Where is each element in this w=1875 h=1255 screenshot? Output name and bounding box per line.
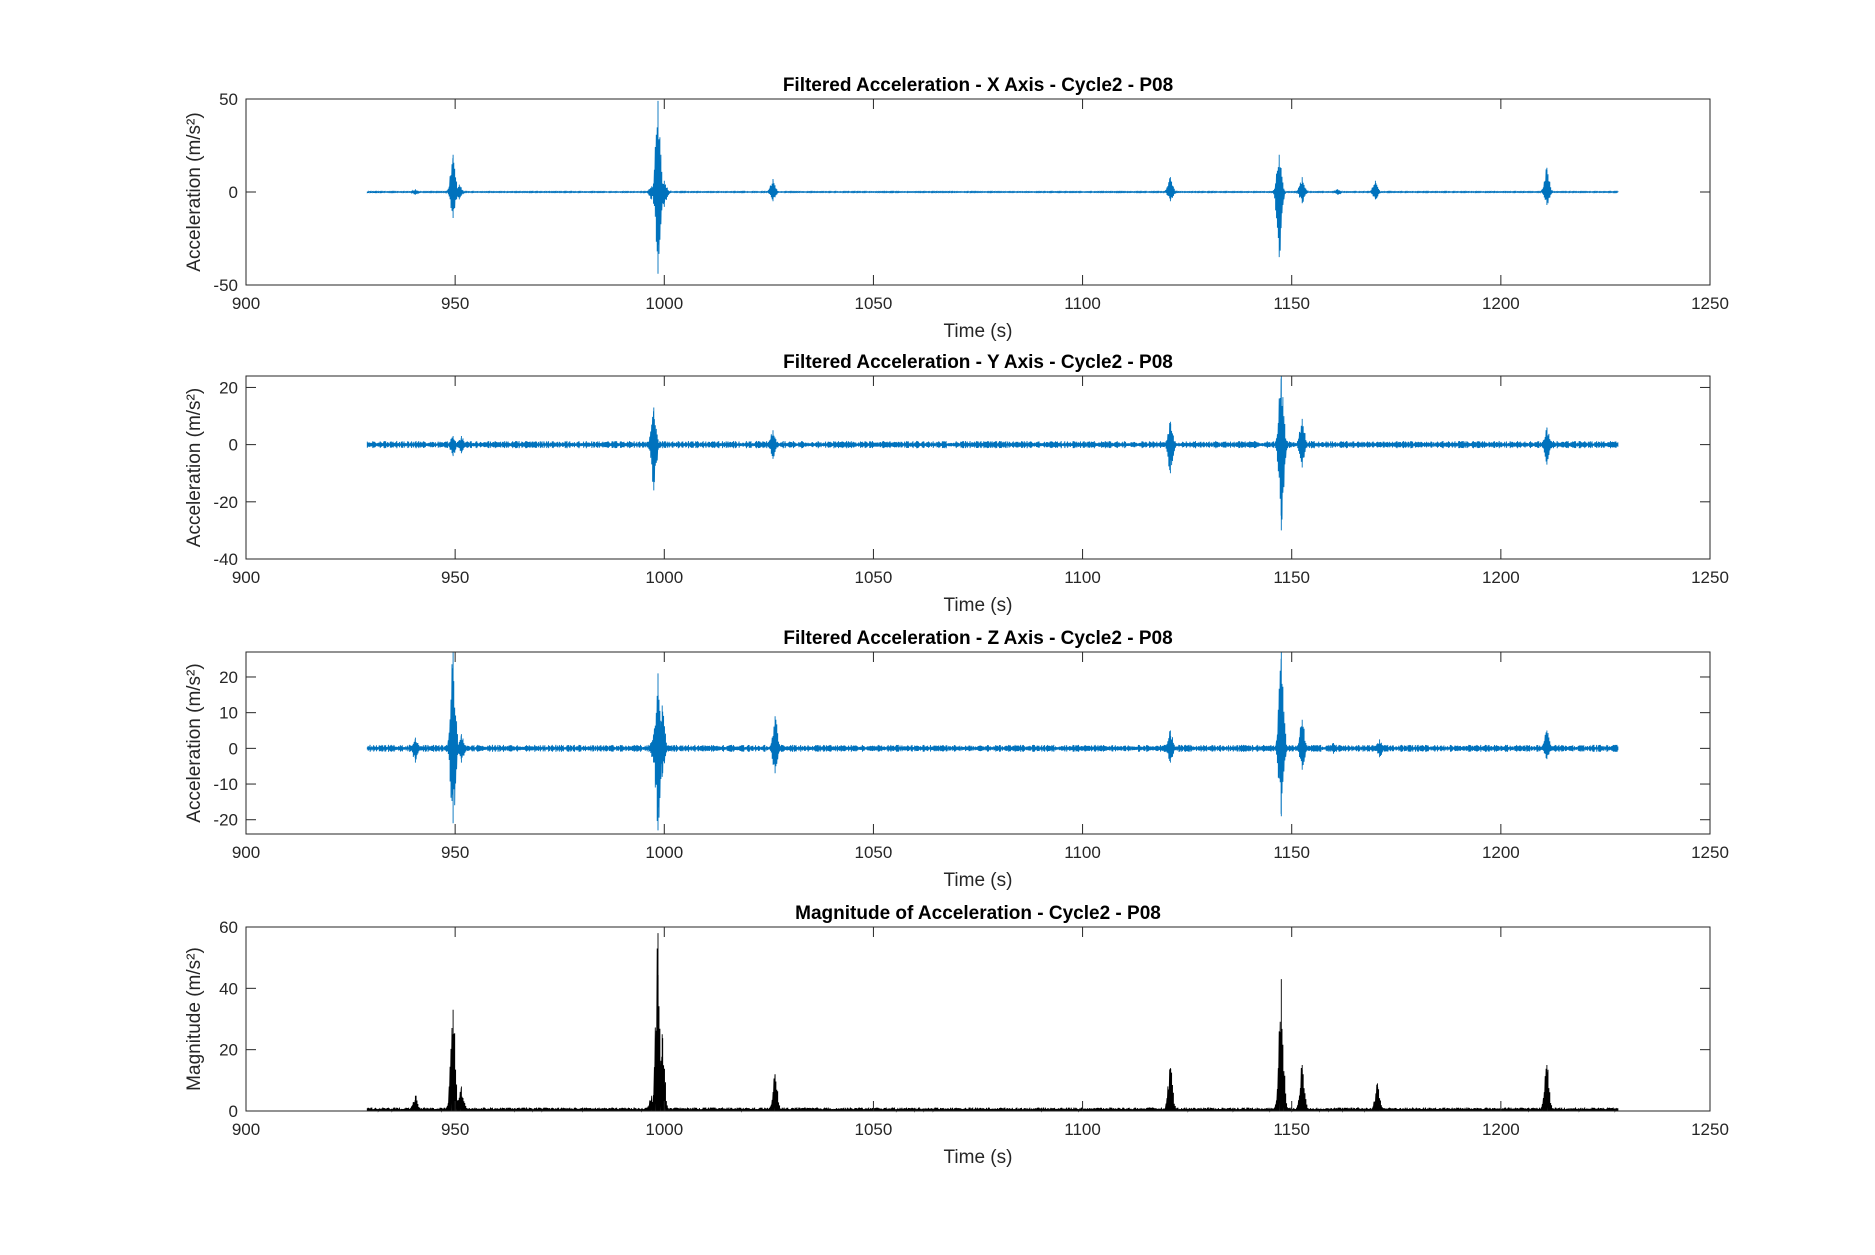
axes-box	[245, 651, 1711, 835]
subplot-1: Filtered Acceleration - X Axis - Cycle2 …	[184, 75, 1729, 342]
x-tick-label: 1200	[1482, 1120, 1520, 1139]
axes-box	[245, 926, 1711, 1112]
y-tick-label: 0	[229, 739, 238, 758]
y-tick-label: 0	[229, 1102, 238, 1121]
x-tick-label: 1050	[855, 843, 893, 862]
y-tick-label: -20	[213, 811, 238, 830]
y-tick-label: -50	[213, 276, 238, 295]
x-tick-label: 950	[441, 1120, 469, 1139]
axes-box	[245, 375, 1711, 560]
x-axis-label: Time (s)	[944, 321, 1013, 342]
x-tick-label: 1250	[1691, 843, 1729, 862]
x-tick-label: 1150	[1273, 1120, 1310, 1139]
y-axis-label: Acceleration (m/s²)	[184, 388, 205, 547]
x-tick-label: 1150	[1273, 294, 1310, 313]
x-tick-label: 1100	[1064, 843, 1101, 862]
subplot-title: Filtered Acceleration - X Axis - Cycle2 …	[783, 75, 1173, 96]
x-tick-label: 900	[232, 1120, 260, 1139]
subplot-title: Filtered Acceleration - Z Axis - Cycle2 …	[783, 628, 1172, 649]
y-tick-label: -10	[213, 775, 238, 794]
x-tick-label: 1100	[1064, 294, 1101, 313]
series-line	[366, 933, 1619, 1113]
y-tick-label: 20	[219, 1041, 238, 1060]
x-tick-label: 1150	[1273, 568, 1310, 587]
x-tick-label: 1050	[855, 1120, 893, 1139]
y-axis-label: Magnitude (m/s²)	[184, 947, 205, 1091]
y-tick-label: 20	[219, 378, 238, 397]
x-tick-label: 1000	[645, 843, 683, 862]
y-tick-label: 50	[219, 90, 238, 109]
x-tick-label: 1000	[645, 568, 683, 587]
series-line	[366, 376, 1619, 531]
x-tick-label: 1250	[1691, 294, 1729, 313]
x-axis-label: Time (s)	[944, 1147, 1013, 1168]
y-tick-label: 40	[219, 979, 238, 998]
x-tick-label: 1100	[1064, 1120, 1101, 1139]
x-tick-label: 950	[441, 843, 469, 862]
x-tick-label: 1050	[855, 568, 893, 587]
subplot-4: Magnitude of Acceleration - Cycle2 - P08…	[184, 903, 1729, 1168]
subplot-title: Filtered Acceleration - Y Axis - Cycle2 …	[783, 352, 1173, 373]
subplot-2: Filtered Acceleration - Y Axis - Cycle2 …	[184, 352, 1729, 616]
y-tick-label: -40	[213, 550, 238, 569]
y-tick-label: 0	[229, 436, 238, 455]
x-tick-label: 1200	[1482, 294, 1520, 313]
x-tick-label: 900	[232, 568, 260, 587]
subplot-3: Filtered Acceleration - Z Axis - Cycle2 …	[184, 628, 1729, 891]
x-tick-label: 1050	[855, 294, 893, 313]
x-tick-label: 900	[232, 294, 260, 313]
y-axis-label: Acceleration (m/s²)	[184, 112, 205, 271]
x-tick-label: 1150	[1273, 843, 1310, 862]
x-tick-label: 1000	[645, 1120, 683, 1139]
x-tick-label: 950	[441, 568, 469, 587]
x-tick-label: 1200	[1482, 843, 1520, 862]
y-tick-label: 20	[219, 668, 238, 687]
x-tick-label: 950	[441, 294, 469, 313]
x-axis-label: Time (s)	[944, 595, 1013, 616]
y-tick-label: 10	[219, 704, 238, 723]
subplot-title: Magnitude of Acceleration - Cycle2 - P08	[795, 903, 1161, 924]
x-tick-label: 1250	[1691, 568, 1729, 587]
x-tick-label: 1250	[1691, 1120, 1729, 1139]
y-tick-label: 60	[219, 918, 238, 937]
x-tick-label: 1100	[1064, 568, 1101, 587]
series-line	[366, 100, 1619, 274]
y-tick-label: -20	[213, 493, 238, 512]
x-tick-label: 1200	[1482, 568, 1520, 587]
series-line	[366, 652, 1619, 831]
y-tick-label: 0	[229, 183, 238, 202]
x-tick-label: 1000	[645, 294, 683, 313]
x-axis-label: Time (s)	[944, 870, 1013, 891]
x-tick-label: 900	[232, 843, 260, 862]
y-axis-label: Acceleration (m/s²)	[184, 663, 205, 822]
